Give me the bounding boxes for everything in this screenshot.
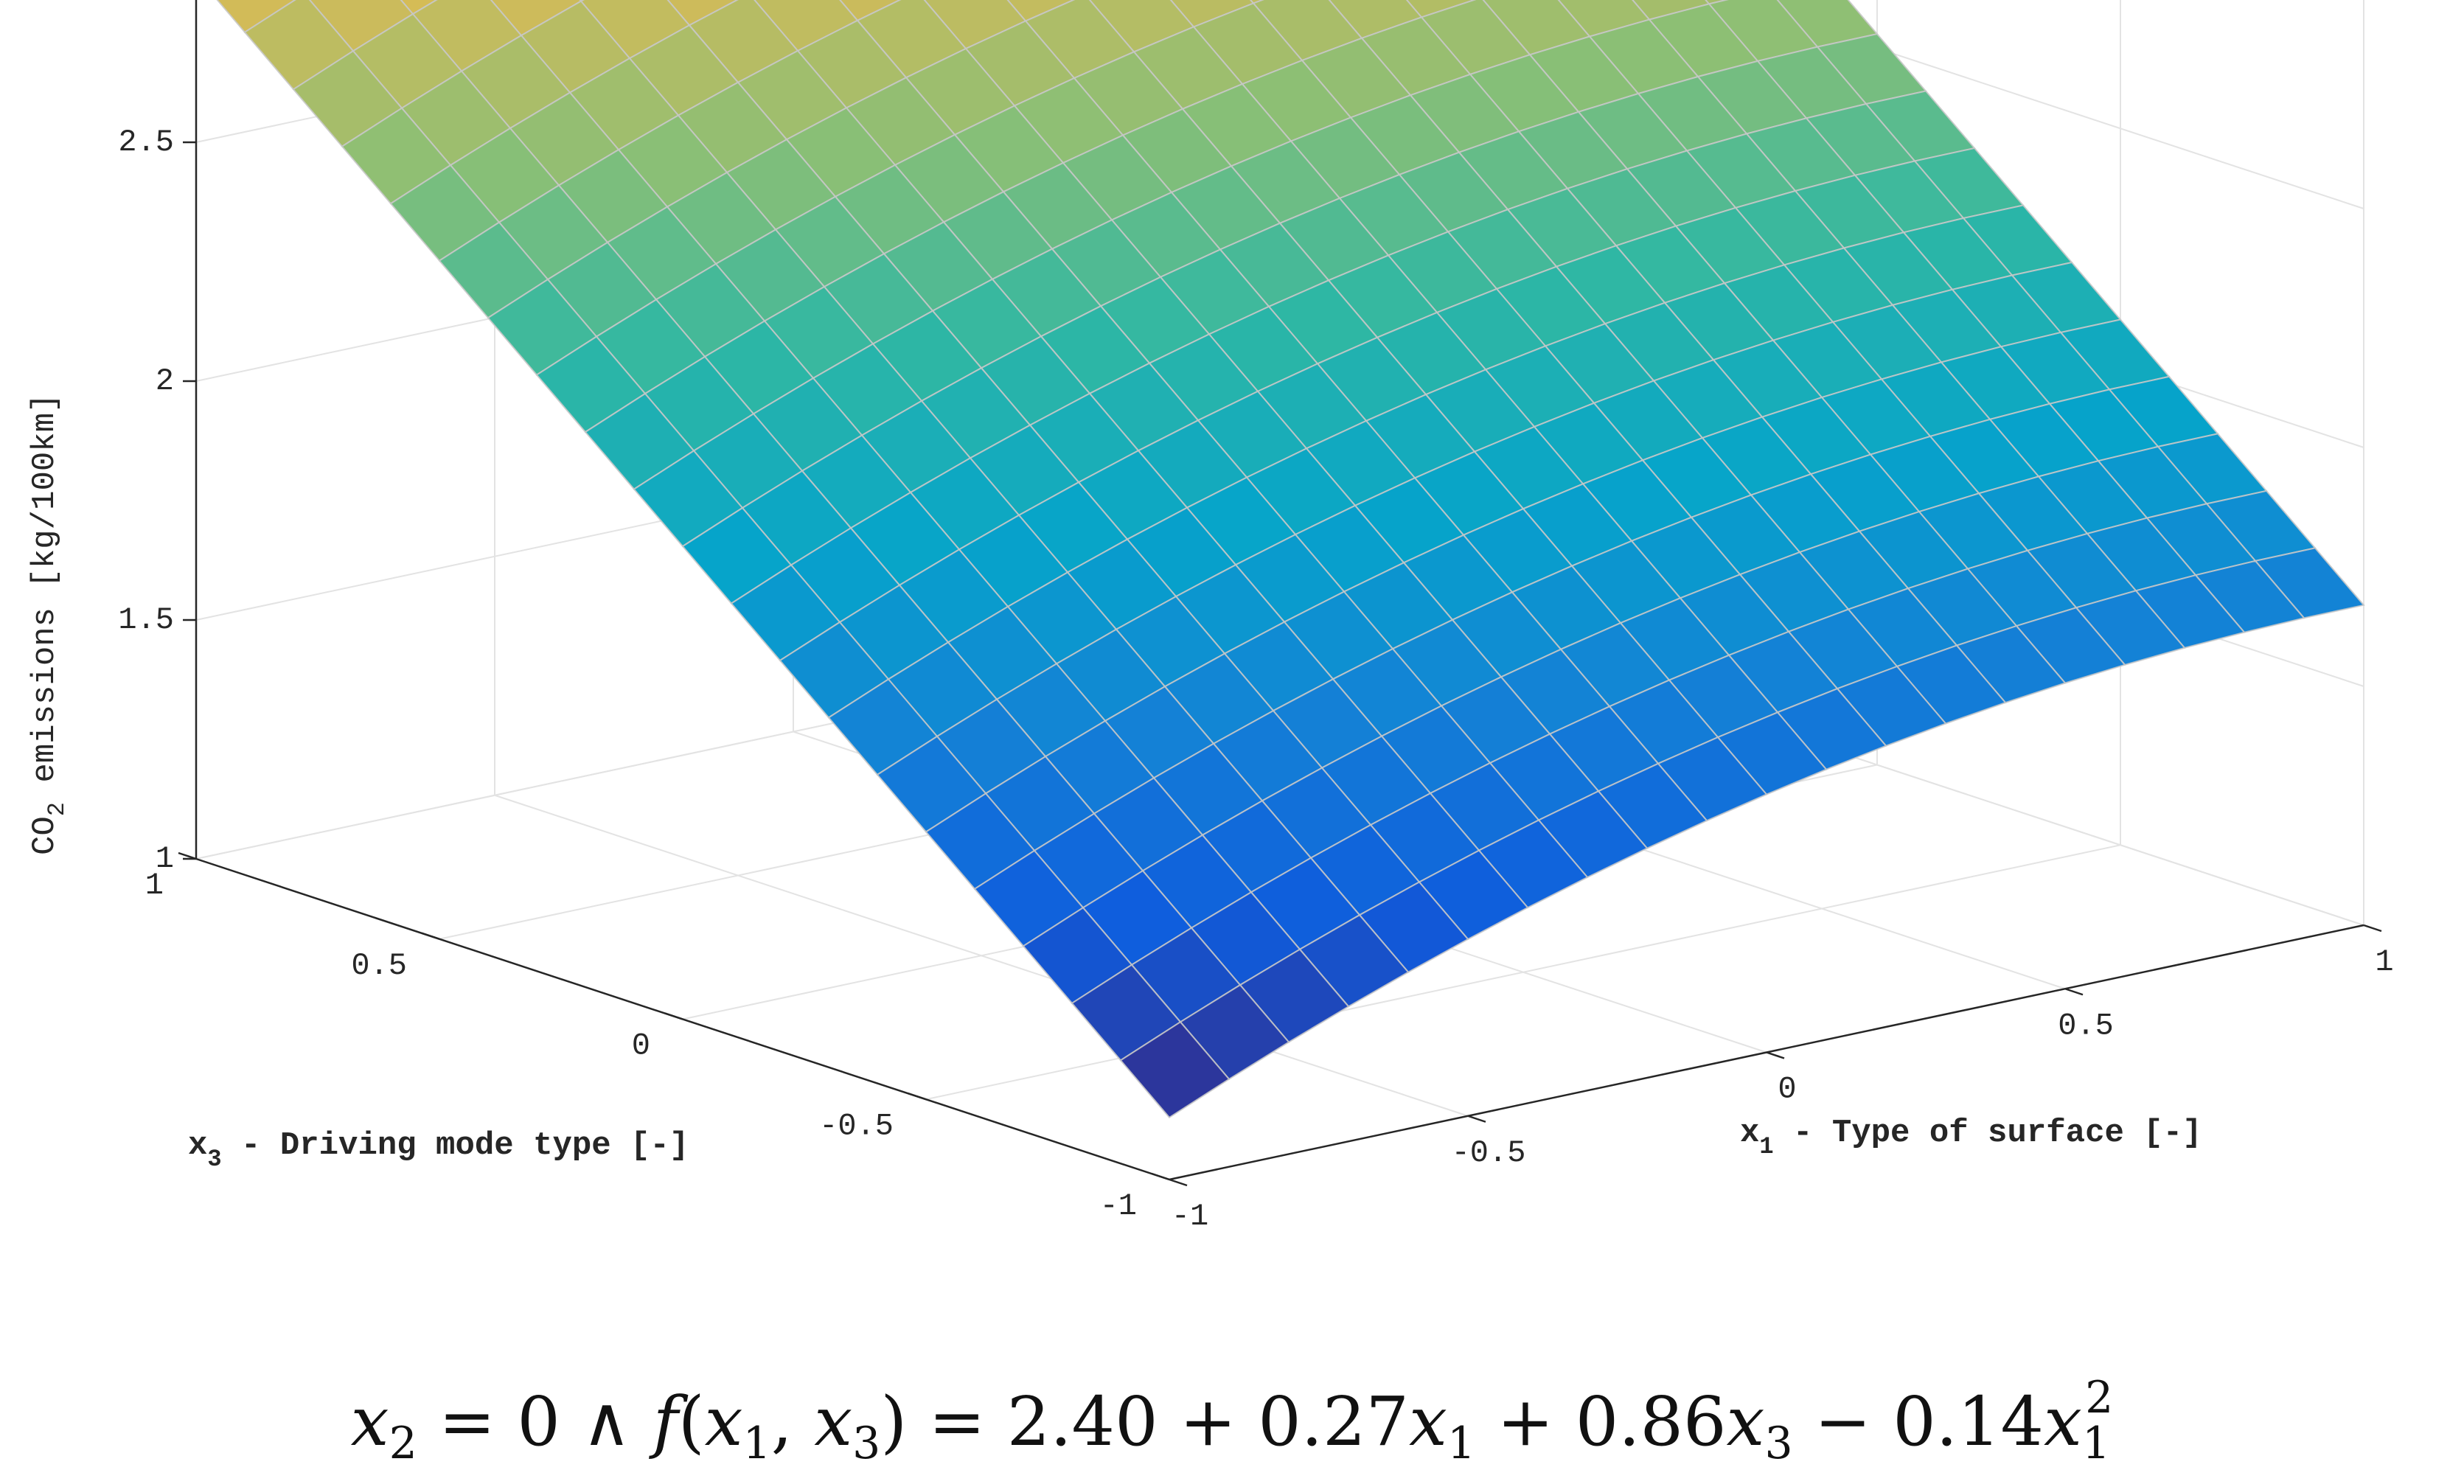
surface-patch [1119,1020,1231,1119]
y-tick-label: -0.5 [819,1108,894,1143]
y-tick [421,932,440,940]
x-tick [1467,1115,1486,1123]
y-tick-label: -1 [1100,1188,1137,1224]
z-axis-label: CO2 emissions [kg/100km] [27,393,71,855]
x-tick [1169,1178,1188,1187]
surface-patch [400,0,438,15]
x-axis-label: x1 - Type of surface [-] [1740,1115,2202,1160]
x-tick [2064,988,2084,996]
x-tick [1766,1051,1785,1059]
surface-mesh [216,0,2365,1119]
y-axis-label: x3 - Driving mode type [-] [188,1127,689,1173]
x-tick [2363,924,2382,933]
formula-caption: x2 = 0 ∧ f(x1, x3) = 2.40 + 0.27x1 + 0.8… [351,1372,2114,1469]
y-tick [664,1012,683,1020]
y-tick [1151,1172,1170,1181]
x-tick-label: -0.5 [1452,1135,1526,1171]
z-tick-label: 1.5 [118,602,174,638]
x-tick-label: 0 [1778,1072,1796,1107]
y-tick [908,1093,927,1101]
x-tick-label: 1 [2375,944,2393,980]
z-tick-label: 2.5 [118,125,174,160]
x-tick-label: 0.5 [2058,1008,2114,1043]
z-tick-label: 1 [156,841,174,877]
y-tick-label: 1 [145,868,164,903]
z-tick-label: 2 [156,363,174,399]
y-tick-label: 0 [632,1028,650,1064]
tick-labels: 11.522.533.5-1-0.500.51-1-0.500.51 [118,125,2393,1234]
x-tick-label: -1 [1172,1199,1208,1234]
y-tick-label: 0.5 [351,948,407,983]
y-tick [178,851,197,860]
